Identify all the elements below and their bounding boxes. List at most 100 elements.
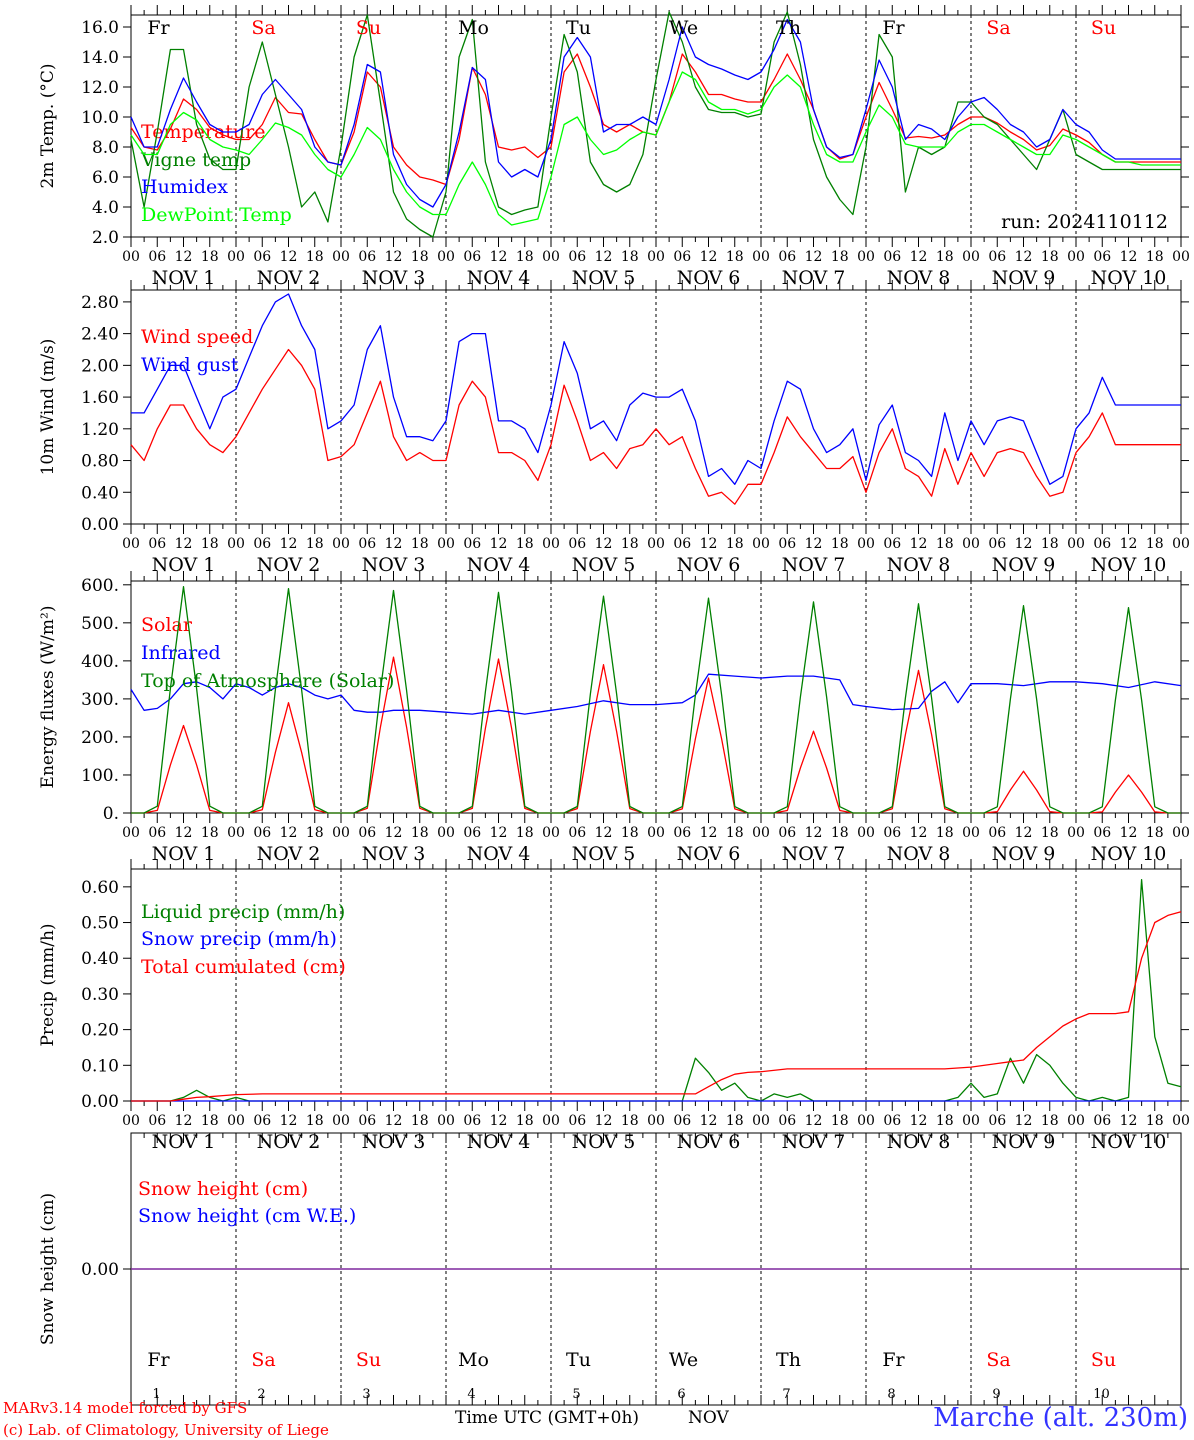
legend-entry: Top of Atmosphere (Solar) xyxy=(141,670,394,692)
hour-tick-label: 12 xyxy=(700,825,718,841)
date-label: NOV 4 xyxy=(467,843,531,865)
hour-tick-label: 00 xyxy=(332,1113,350,1129)
y-tick-label: 500. xyxy=(81,614,119,634)
hour-tick-label: 00 xyxy=(962,249,980,265)
hour-tick-label: 00 xyxy=(752,1113,770,1129)
hour-tick-label: 18 xyxy=(1146,825,1164,841)
hour-tick-label: 06 xyxy=(148,536,166,552)
y-tick-label: 6.0 xyxy=(92,168,119,188)
hour-tick-label: 06 xyxy=(253,825,271,841)
hour-tick-label: 00 xyxy=(542,825,560,841)
hour-tick-label: 00 xyxy=(227,1113,245,1129)
hour-tick-label: 18 xyxy=(306,536,324,552)
y-tick-label: 0.40 xyxy=(81,949,119,969)
hour-tick-label: 12 xyxy=(280,1113,298,1129)
hour-tick-label: 12 xyxy=(175,249,193,265)
day-name-bottom: Su xyxy=(356,1349,381,1371)
date-label: NOV 6 xyxy=(677,267,741,289)
date-label: NOV 3 xyxy=(362,843,426,865)
y-tick-label: 0.20 xyxy=(81,1021,119,1041)
series-line xyxy=(130,348,1181,505)
hour-tick-label: 18 xyxy=(621,249,639,265)
hour-tick-label: 12 xyxy=(385,536,403,552)
date-label: NOV 1 xyxy=(152,554,216,576)
hour-tick-label: 06 xyxy=(463,249,481,265)
hour-tick-label: 06 xyxy=(673,536,691,552)
hour-tick-label: 06 xyxy=(988,825,1006,841)
hour-tick-label: 12 xyxy=(280,536,298,552)
hour-tick-label: 18 xyxy=(516,825,534,841)
y-tick-label: 10.0 xyxy=(81,108,119,128)
day-number: 10 xyxy=(1093,1387,1110,1402)
date-label: NOV 8 xyxy=(887,554,951,576)
hour-tick-label: 00 xyxy=(1172,825,1190,841)
day-name: Su xyxy=(356,17,381,39)
hour-tick-label: 18 xyxy=(1041,536,1059,552)
hour-tick-label: 18 xyxy=(201,825,219,841)
hour-tick-label: 12 xyxy=(595,536,613,552)
hour-tick-label: 18 xyxy=(936,249,954,265)
hour-tick-label: 00 xyxy=(542,536,560,552)
hour-tick-label: 06 xyxy=(1093,1113,1111,1129)
hour-tick-label: 06 xyxy=(463,536,481,552)
hour-tick-label: 00 xyxy=(752,825,770,841)
hour-tick-label: 06 xyxy=(778,1113,796,1129)
hour-tick-label: 18 xyxy=(306,825,324,841)
hour-tick-label: 18 xyxy=(726,249,744,265)
y-tick-label: 1.20 xyxy=(81,420,119,440)
legend-entry: Solar xyxy=(141,614,193,636)
hour-tick-label: 12 xyxy=(490,1113,508,1129)
hour-tick-label: 06 xyxy=(358,249,376,265)
hour-tick-label: 12 xyxy=(805,249,823,265)
hour-tick-label: 12 xyxy=(910,1113,928,1129)
legend-entry: Temperature xyxy=(141,121,265,143)
hour-tick-label: 06 xyxy=(358,1113,376,1129)
hour-tick-label: 12 xyxy=(1120,249,1138,265)
hour-tick-label: 12 xyxy=(280,249,298,265)
hour-tick-label: 12 xyxy=(595,825,613,841)
hour-tick-label: 00 xyxy=(857,825,875,841)
hour-tick-label: 00 xyxy=(752,249,770,265)
date-label: NOV 7 xyxy=(782,843,846,865)
hour-tick-label: 18 xyxy=(201,249,219,265)
hour-tick-label: 12 xyxy=(805,536,823,552)
legend-entry: Total cumulated (cm) xyxy=(141,956,346,978)
day-number: 3 xyxy=(362,1387,370,1402)
hour-tick-label: 00 xyxy=(437,249,455,265)
hour-tick-label: 18 xyxy=(201,1113,219,1129)
hour-tick-label: 00 xyxy=(437,536,455,552)
y-tick-label: 0.50 xyxy=(81,914,119,934)
y-tick-label: 14.0 xyxy=(81,48,119,68)
day-name: Fr xyxy=(882,17,905,39)
day-name: We xyxy=(669,17,698,39)
day-number: 8 xyxy=(887,1387,895,1402)
hour-tick-label: 12 xyxy=(595,249,613,265)
hour-tick-label: 06 xyxy=(1093,249,1111,265)
date-label: NOV 5 xyxy=(572,843,636,865)
hour-tick-label: 06 xyxy=(463,825,481,841)
day-number: 5 xyxy=(572,1387,580,1402)
date-label: NOV 4 xyxy=(467,267,531,289)
hour-tick-label: 06 xyxy=(1093,825,1111,841)
hour-tick-label: 18 xyxy=(621,1113,639,1129)
date-label: NOV 7 xyxy=(782,267,846,289)
hour-tick-label: 18 xyxy=(1146,536,1164,552)
hour-tick-label: 00 xyxy=(122,1113,140,1129)
y-tick-label: 0.80 xyxy=(81,452,119,472)
hour-tick-label: 12 xyxy=(175,1113,193,1129)
date-label: NOV 1 xyxy=(152,267,216,289)
legend-entry: Infrared xyxy=(141,642,221,664)
hour-tick-label: 00 xyxy=(857,249,875,265)
hour-tick-label: 06 xyxy=(673,825,691,841)
y-tick-label: 200. xyxy=(81,728,119,748)
hour-tick-label: 12 xyxy=(910,536,928,552)
day-name: Su xyxy=(1091,17,1116,39)
day-name: Sa xyxy=(986,17,1010,39)
date-label: NOV 5 xyxy=(572,267,636,289)
hour-tick-label: 06 xyxy=(568,536,586,552)
hour-tick-label: 12 xyxy=(805,1113,823,1129)
hour-tick-label: 00 xyxy=(647,825,665,841)
day-name-bottom: Mo xyxy=(458,1349,489,1371)
hour-tick-label: 00 xyxy=(227,249,245,265)
